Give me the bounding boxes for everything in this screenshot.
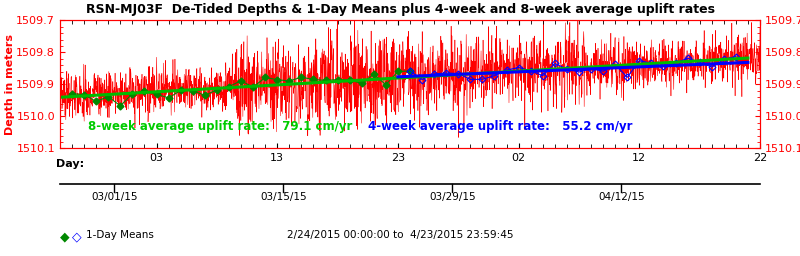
Text: Day:: Day: xyxy=(56,159,84,169)
Text: 03/01/15: 03/01/15 xyxy=(91,192,138,202)
Text: 1-Day Means: 1-Day Means xyxy=(86,230,154,240)
Text: 4-week average uplift rate:   55.2 cm/yr: 4-week average uplift rate: 55.2 cm/yr xyxy=(368,120,633,133)
Text: 03/15/15: 03/15/15 xyxy=(260,192,306,202)
Text: 04/12/15: 04/12/15 xyxy=(598,192,645,202)
Y-axis label: Depth in meters: Depth in meters xyxy=(5,34,15,135)
Text: 2/24/2015 00:00:00 to  4/23/2015 23:59:45: 2/24/2015 00:00:00 to 4/23/2015 23:59:45 xyxy=(286,230,514,240)
Text: ◇: ◇ xyxy=(72,230,82,243)
Text: RSN-MJ03F  De-Tided Depths & 1-Day Means plus 4-week and 8-week average uplift r: RSN-MJ03F De-Tided Depths & 1-Day Means … xyxy=(86,3,714,16)
Text: 8-week average uplift rate:   79.1 cm/yr: 8-week average uplift rate: 79.1 cm/yr xyxy=(88,120,352,133)
Text: ◆: ◆ xyxy=(60,230,70,243)
Text: 03/29/15: 03/29/15 xyxy=(429,192,475,202)
